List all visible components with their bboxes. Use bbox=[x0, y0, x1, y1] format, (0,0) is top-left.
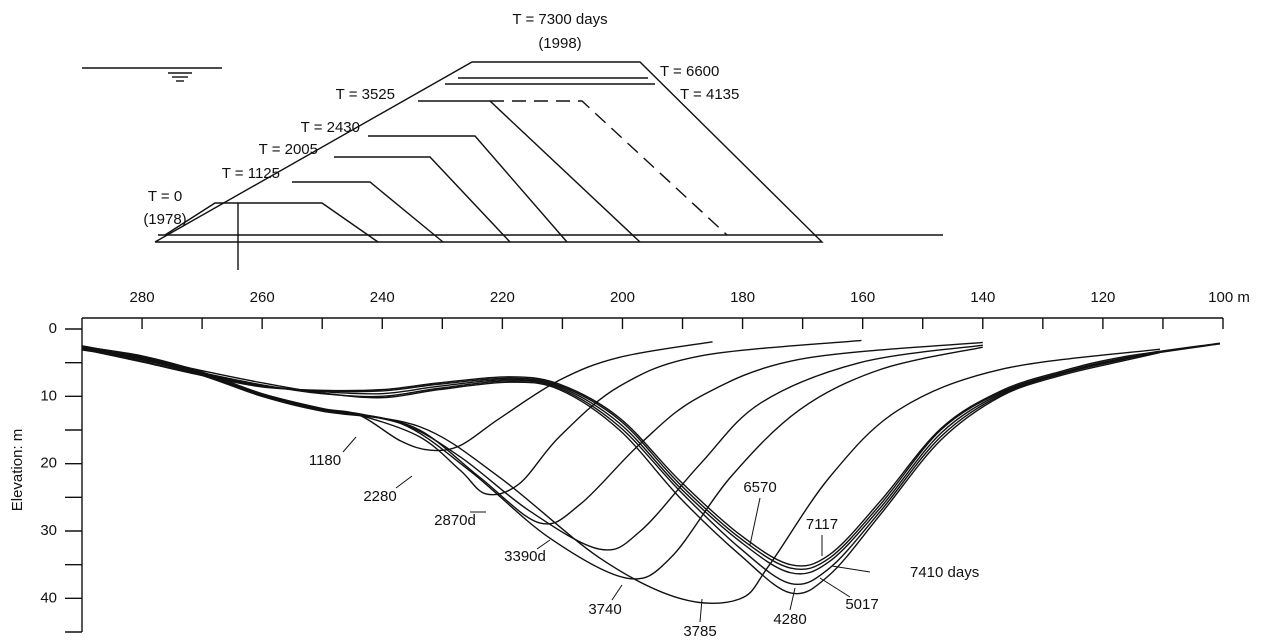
x-tick-label: 140 bbox=[970, 289, 995, 306]
stage-label: T = 4135 bbox=[680, 86, 739, 103]
curve-label: 3785 bbox=[683, 623, 716, 640]
curve-label: 3740 bbox=[588, 601, 621, 618]
curve-label: 2870d bbox=[434, 512, 476, 529]
x-tick-label: 240 bbox=[370, 289, 395, 306]
stage-label: T = 2005 bbox=[259, 141, 318, 158]
curve-label: 2280 bbox=[363, 488, 396, 505]
x-tick-label: 120 bbox=[1090, 289, 1115, 306]
curve-label: 3390d bbox=[504, 548, 546, 565]
y-tick-label: 40 bbox=[40, 589, 57, 606]
stage-label: T = 7300 days bbox=[512, 11, 607, 28]
settlement-curve bbox=[82, 348, 1160, 574]
curve-label: 7410 days bbox=[910, 564, 979, 581]
stage-label: (1978) bbox=[143, 211, 186, 228]
stage-outline bbox=[368, 136, 567, 242]
dam-diagram bbox=[82, 62, 943, 270]
stage-label: T = 0 bbox=[148, 188, 182, 205]
settlement-curve bbox=[82, 342, 983, 524]
curve-label: 6570 bbox=[743, 479, 776, 496]
stage-outline bbox=[165, 203, 378, 242]
y-axis-label: Elevation: m bbox=[9, 429, 26, 512]
curve-label: 1180 bbox=[309, 452, 341, 469]
stage-label: T = 1125 bbox=[222, 165, 280, 182]
stage-outline-dashed bbox=[490, 101, 727, 235]
stage-label: T = 6600 bbox=[660, 63, 719, 80]
x-tick-label: 200 bbox=[610, 289, 635, 306]
x-tick-label: 220 bbox=[490, 289, 515, 306]
stage-outline bbox=[292, 182, 443, 242]
leader-line bbox=[396, 476, 412, 488]
x-tick-label: 160 bbox=[850, 289, 875, 306]
x-tick-label: 260 bbox=[250, 289, 275, 306]
curve-label: 7117 bbox=[806, 516, 838, 533]
leader-line bbox=[832, 566, 870, 572]
leader-line bbox=[750, 498, 760, 545]
x-tick-label: 180 bbox=[730, 289, 755, 306]
stage-outline bbox=[418, 101, 640, 242]
x-tick-label: 280 bbox=[130, 289, 155, 306]
curve-label: 5017 bbox=[845, 596, 878, 613]
y-tick-label: 0 bbox=[49, 320, 57, 337]
stage-label: (1998) bbox=[538, 35, 581, 52]
stage-label: T = 3525 bbox=[336, 86, 395, 103]
leader-line bbox=[612, 585, 622, 600]
y-tick-label: 10 bbox=[40, 387, 57, 404]
y-tick-label: 20 bbox=[40, 455, 57, 472]
figure: Elevation: m T = 7300 days (1998) T = 6600… bbox=[0, 0, 1266, 642]
leader-line bbox=[820, 578, 850, 597]
leader-line bbox=[790, 588, 795, 610]
leader-line bbox=[343, 437, 356, 452]
y-tick-label: 30 bbox=[40, 522, 57, 539]
stage-label: T = 2430 bbox=[301, 119, 360, 136]
curve-label: 4280 bbox=[773, 611, 806, 628]
x-tick-label: 100 m bbox=[1208, 289, 1250, 306]
